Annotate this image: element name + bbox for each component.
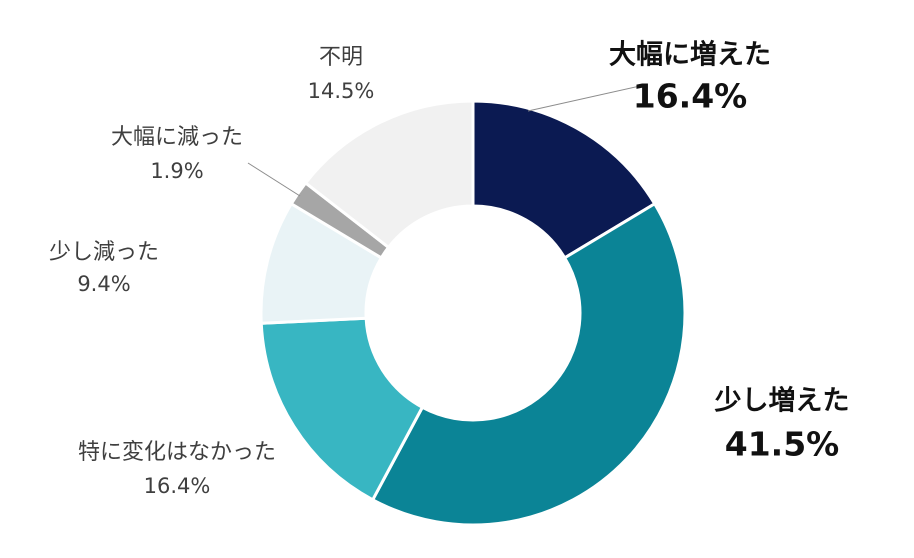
leader-lines-layer (247, 85, 641, 197)
slice-value-5: 1.9% (150, 159, 203, 183)
slice-label-3: 特に変化はなかった (78, 440, 276, 465)
labels-layer: 大幅に増えた 16.4% 少し増えた 41.5% 特に変化はなかった 16.4% 少し減った… (49, 39, 850, 499)
leader-line-1 (527, 85, 641, 112)
slice-2 (370, 201, 687, 527)
slice-label-2: 少し増えた (715, 385, 850, 417)
slice-value-6: 14.5% (308, 79, 375, 103)
slice-label-6: 不明 (319, 45, 363, 70)
slice-label-5: 大幅に減った (111, 125, 243, 150)
slice-label-1: 大幅に増えた (609, 39, 771, 71)
slice-value-4: 9.4% (77, 272, 130, 296)
slice-value-1: 16.4% (633, 77, 748, 116)
slice-1 (471, 99, 657, 260)
slice-value-3: 16.4% (144, 474, 211, 498)
slice-value-2: 41.5% (725, 425, 840, 464)
slice-3 (259, 316, 425, 502)
slice-6 (303, 99, 475, 250)
slices-layer (259, 99, 687, 527)
slice-label-4: 少し減った (49, 240, 159, 265)
leader-line-5 (247, 162, 301, 197)
